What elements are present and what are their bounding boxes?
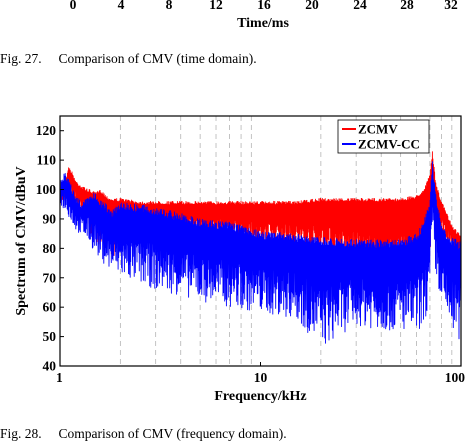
x-ticks: 1 10 100 (56, 362, 465, 385)
y-tick-label: 40 (43, 359, 57, 374)
legend: ZCMV ZCMV-CC (337, 119, 430, 154)
y-tick-label: 90 (43, 211, 57, 226)
x-axis-label: Frequency/kHz (214, 389, 306, 404)
x-tick-label: 1 (56, 370, 63, 385)
legend-label-zcmv-cc: ZCMV-CC (358, 137, 420, 152)
y-tick-label: 110 (36, 153, 56, 168)
series-line-zcmv-cc (59, 161, 462, 344)
top-xtick-label: 0 (70, 0, 77, 12)
top-xtick-label: 32 (444, 0, 458, 12)
y-tick-label: 70 (43, 270, 57, 285)
figure-28-caption: Fig. 28. Comparison of CMV (frequency do… (0, 426, 287, 441)
top-xtick-label: 28 (400, 0, 414, 12)
top-xtick-label: 20 (305, 0, 319, 12)
y-ticks: 40 50 60 70 80 90 100 110 120 (36, 123, 64, 374)
x-tick-label: 100 (445, 370, 466, 385)
top-xtick-label: 8 (166, 0, 173, 12)
legend-box (337, 119, 430, 154)
top-xtick-label: 12 (209, 0, 223, 12)
top-x-axis-label: Time/ms (237, 16, 289, 31)
top-xtick-label: 4 (118, 0, 125, 12)
y-tick-label: 120 (36, 123, 57, 138)
grid-lines (119, 116, 453, 366)
y-axis-label: Spectrum of CMV/dBuV (14, 166, 29, 315)
y-tick-label: 60 (43, 300, 57, 315)
top-xtick-label: 24 (353, 0, 367, 12)
figure-27-caption: Fig. 27. Comparison of CMV (time domain)… (0, 51, 257, 66)
legend-label-zcmv: ZCMV (358, 122, 398, 137)
top-xtick-label: 16 (257, 0, 271, 12)
x-tick-label: 10 (254, 370, 268, 385)
top-chart-fragment: 0 4 8 12 16 20 24 28 32 Time/ms (70, 0, 458, 31)
y-tick-label: 100 (36, 182, 57, 197)
y-tick-label: 50 (43, 329, 57, 344)
y-tick-label: 80 (43, 241, 57, 256)
series-zcmv-cc (59, 161, 462, 344)
